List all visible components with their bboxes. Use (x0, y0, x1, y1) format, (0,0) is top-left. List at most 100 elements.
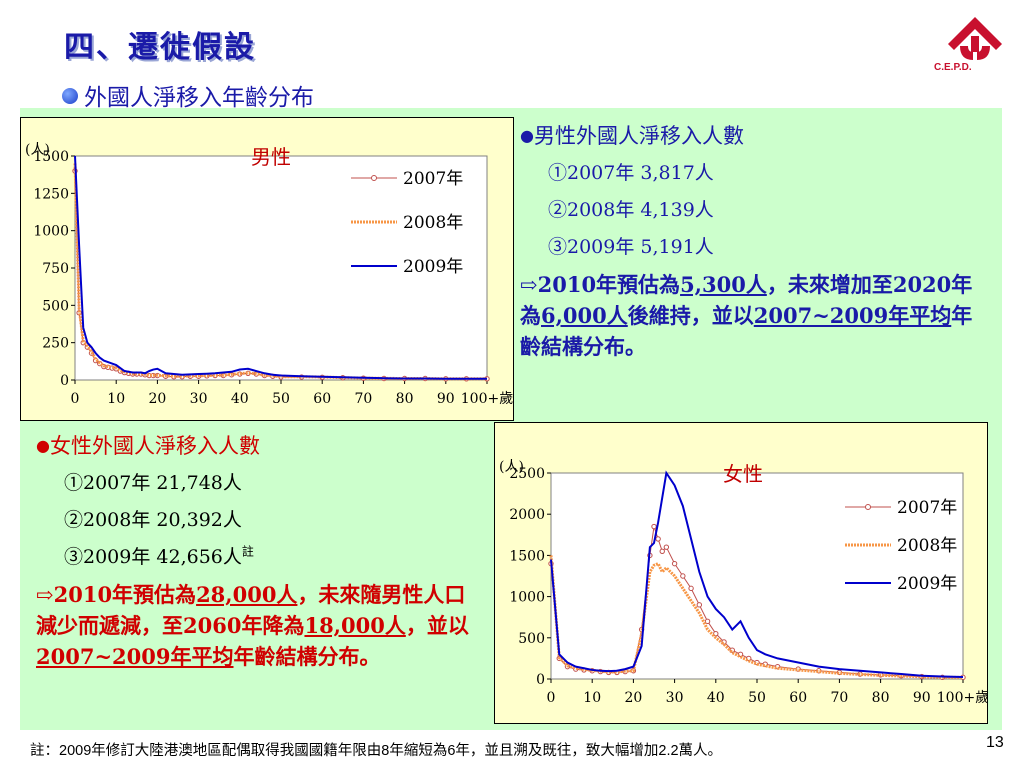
male-legend-label-0: 2007年 (403, 169, 463, 189)
male-item-2008: ②2008年 4,139人 (548, 199, 714, 221)
female-proj-p4: 年齡結構分布。 (233, 644, 381, 669)
logo-text: C.E.P.D. (934, 62, 972, 73)
female-chart: 女性 (人) 0 500 1000 1500 2000 2500 0 10 20 30 40 50 60 70… (494, 422, 989, 724)
female-point (704, 618, 711, 625)
male-proj-v1: 5,300人 (680, 272, 767, 297)
bullet-icon (62, 88, 78, 104)
female-proj-v3: 2007~2009年平均 (36, 644, 234, 669)
female-xtick-label: 100+歲 (937, 690, 987, 706)
male-xtick-label: 30 (190, 391, 208, 407)
slide-title: 四、遷徙假設 (64, 30, 256, 65)
female-point (688, 585, 694, 592)
female-title: 女性 (723, 462, 763, 486)
female-item-2009: ③2009年 42,656人註 (64, 542, 486, 569)
male-xtick-label: 50 (272, 391, 290, 407)
female-xtick-label: 70 (830, 690, 848, 706)
male-xtick-label: 20 (148, 391, 166, 407)
female-legend-label-0: 2007年 (897, 498, 957, 518)
male-plot-area (74, 155, 488, 381)
page-number: 13 (986, 734, 1004, 751)
male-chart: 男性 (人) 0 250 500 750 1000 1250 1500 0 10 20 30 40 50 60… (20, 117, 514, 421)
female-proj-p1: 2010年預估為 (53, 582, 197, 607)
cepd-logo (940, 14, 1010, 68)
male-xtick-label: 0 (71, 391, 80, 407)
female-legend-marker (865, 504, 871, 510)
female-xtick-label: 10 (583, 690, 601, 706)
male-proj-p3: 後維持，並以 (627, 303, 754, 328)
female-item-2008: ②2008年 20,392人 (64, 509, 242, 531)
female-ytick-label: 2000 (509, 507, 545, 523)
female-info-heading: ●女性外國人淨移入人數 (36, 434, 260, 458)
female-xtick-label: 30 (666, 690, 684, 706)
slide-subtitle: 外國人淨移入年齡分布 (62, 78, 314, 112)
female-point (663, 544, 670, 550)
female-xtick-label: 40 (707, 690, 725, 706)
male-ytick-label: 1000 (33, 224, 69, 240)
female-chart-svg: 女性 (人) 0 500 1000 1500 2000 2500 0 10 20 30 40 50 60 70… (499, 459, 989, 706)
male-item-2009: ③2009年 5,191人 (548, 236, 714, 258)
female-info: ●女性外國人淨移入人數 ①2007年 21,748人 ②2008年 20,392… (36, 430, 486, 672)
female-point (651, 523, 657, 530)
female-point (671, 560, 678, 567)
male-item-2007: ①2007年 3,817人 (548, 162, 714, 184)
female-xtick-label: 90 (913, 690, 931, 706)
female-point (680, 573, 686, 579)
male-proj-v3: 2007~2009年平均 (753, 303, 952, 328)
female-ytick-label: 500 (518, 631, 545, 647)
female-xtick-label: 80 (872, 690, 890, 706)
female-point (655, 536, 661, 542)
male-info: ●男性外國人淨移入人數 ①2007年 3,817人 ②2008年 4,139人 … (520, 120, 990, 362)
female-legend-label-1: 2008年 (897, 536, 957, 556)
female-ytick-label: 1500 (509, 548, 545, 564)
male-legend-label-1: 2008年 (403, 213, 463, 233)
female-proj-v2: 18,000人 (304, 613, 406, 638)
female-ytick-label: 1000 (509, 590, 545, 606)
arrow-icon: ⇨ (36, 582, 54, 607)
female-xtick-label: 0 (547, 690, 556, 706)
male-ytick-label: 1250 (33, 186, 69, 202)
male-title: 男性 (251, 145, 291, 169)
male-ytick-label: 750 (42, 261, 69, 277)
female-heading-text: 女性外國人淨移入人數 (49, 434, 260, 458)
male-legend-label-2: 2009年 (403, 257, 463, 277)
female-series-2 (550, 470, 964, 678)
male-ytick-label: 500 (42, 298, 69, 314)
female-item-2009-text: ③2009年 42,656人 (64, 546, 242, 568)
subtitle-text: 外國人淨移入年齡分布 (84, 85, 314, 111)
male-xtick-label: 80 (396, 391, 414, 407)
male-proj-p1: 2010年預估為 (537, 272, 681, 297)
female-ytick-label: 2500 (509, 466, 545, 482)
female-ylabel: (人) (499, 459, 524, 475)
male-xtick-label: 10 (107, 391, 125, 407)
female-plot-area (550, 472, 964, 680)
female-legend-label-2: 2009年 (897, 574, 957, 594)
male-xtick-label: 70 (354, 391, 372, 407)
male-projection: ⇨2010年預估為5,300人，未來增加至2020年為6,000人後維持，並以2… (520, 269, 990, 362)
male-ylabel: (人) (25, 142, 50, 158)
female-proj-v1: 28,000人 (196, 582, 298, 607)
male-proj-p4: 年齡結構分布。 (520, 303, 973, 359)
arrow-icon: ⇨ (520, 272, 538, 297)
female-point (696, 602, 703, 608)
female-xtick-label: 20 (624, 690, 642, 706)
male-legend-marker (371, 175, 377, 181)
male-xtick-label: 60 (313, 391, 331, 407)
male-ytick-label: 1500 (33, 149, 69, 165)
male-chart-svg: 男性 (人) 0 250 500 750 1000 1250 1500 0 10 20 30 40 50 60… (25, 142, 513, 407)
female-proj-p3: ，並以 (405, 613, 469, 638)
female-proj-p2: ，未來隨男性人口減少而遞減，至2060年降為 (36, 582, 466, 638)
female-xtick-label: 60 (789, 690, 807, 706)
male-heading-text: 男性外國人淨移入人數 (533, 124, 744, 148)
male-series-2 (74, 155, 487, 380)
male-xtick-label: 90 (437, 391, 455, 407)
female-item-2007: ①2007年 21,748人 (64, 472, 242, 494)
male-info-heading: ●男性外國人淨移入人數 (520, 124, 744, 148)
female-point (659, 548, 665, 554)
male-proj-p2: ，未來增加至2020年為 (520, 272, 973, 328)
male-proj-v2: 6,000人 (541, 303, 628, 328)
male-xtick-label: 100+歲 (461, 391, 513, 407)
male-xtick-label: 40 (231, 391, 249, 407)
female-ytick-label: 0 (536, 672, 545, 688)
male-ytick-label: 250 (42, 336, 69, 352)
footnote: 註：2009年修訂大陸港澳地區配偶取得我國國籍年限由8年縮短為6年，並且溯及既往… (30, 743, 723, 759)
